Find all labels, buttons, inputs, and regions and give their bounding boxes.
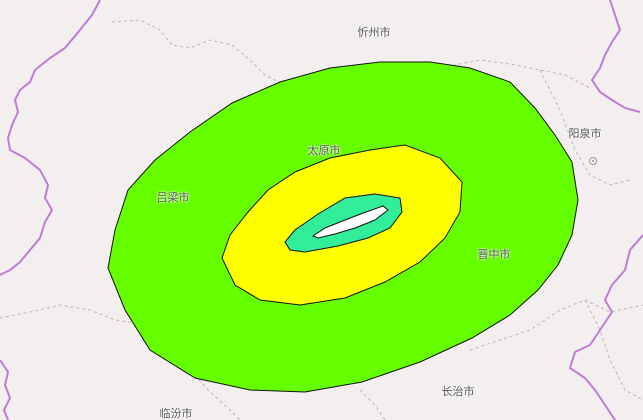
city-boundary-line [469, 299, 643, 351]
city-label-taiyuan[interactable]: 太原市 [307, 145, 341, 157]
province-boundary-line [0, 359, 12, 420]
city-boundary-line [194, 374, 241, 420]
city-boundary-line [299, 59, 591, 89]
zone-core[interactable] [311, 205, 389, 239]
city-label-changzhi[interactable]: 长治市 [441, 386, 475, 398]
city-label-jinzhong[interactable]: 晋中市 [477, 249, 511, 261]
city-label-yangquan[interactable]: 阳泉市 [568, 128, 602, 140]
city-boundary-line [539, 69, 631, 186]
city-boundaries [0, 19, 643, 420]
city-marker-yangquan [589, 157, 597, 165]
forecast-zones [107, 61, 579, 393]
province-boundary-line [568, 234, 643, 420]
city-boundary-line [111, 19, 301, 86]
city-boundary-line [359, 389, 386, 420]
city-label-xinzhou[interactable]: 忻州市 [357, 27, 391, 39]
city-label-lvliang[interactable]: 吕梁市 [156, 192, 190, 204]
province-boundary-line [590, 0, 641, 113]
city-label-linfen[interactable]: 临汾市 [159, 408, 193, 420]
province-boundary-line [0, 0, 101, 276]
